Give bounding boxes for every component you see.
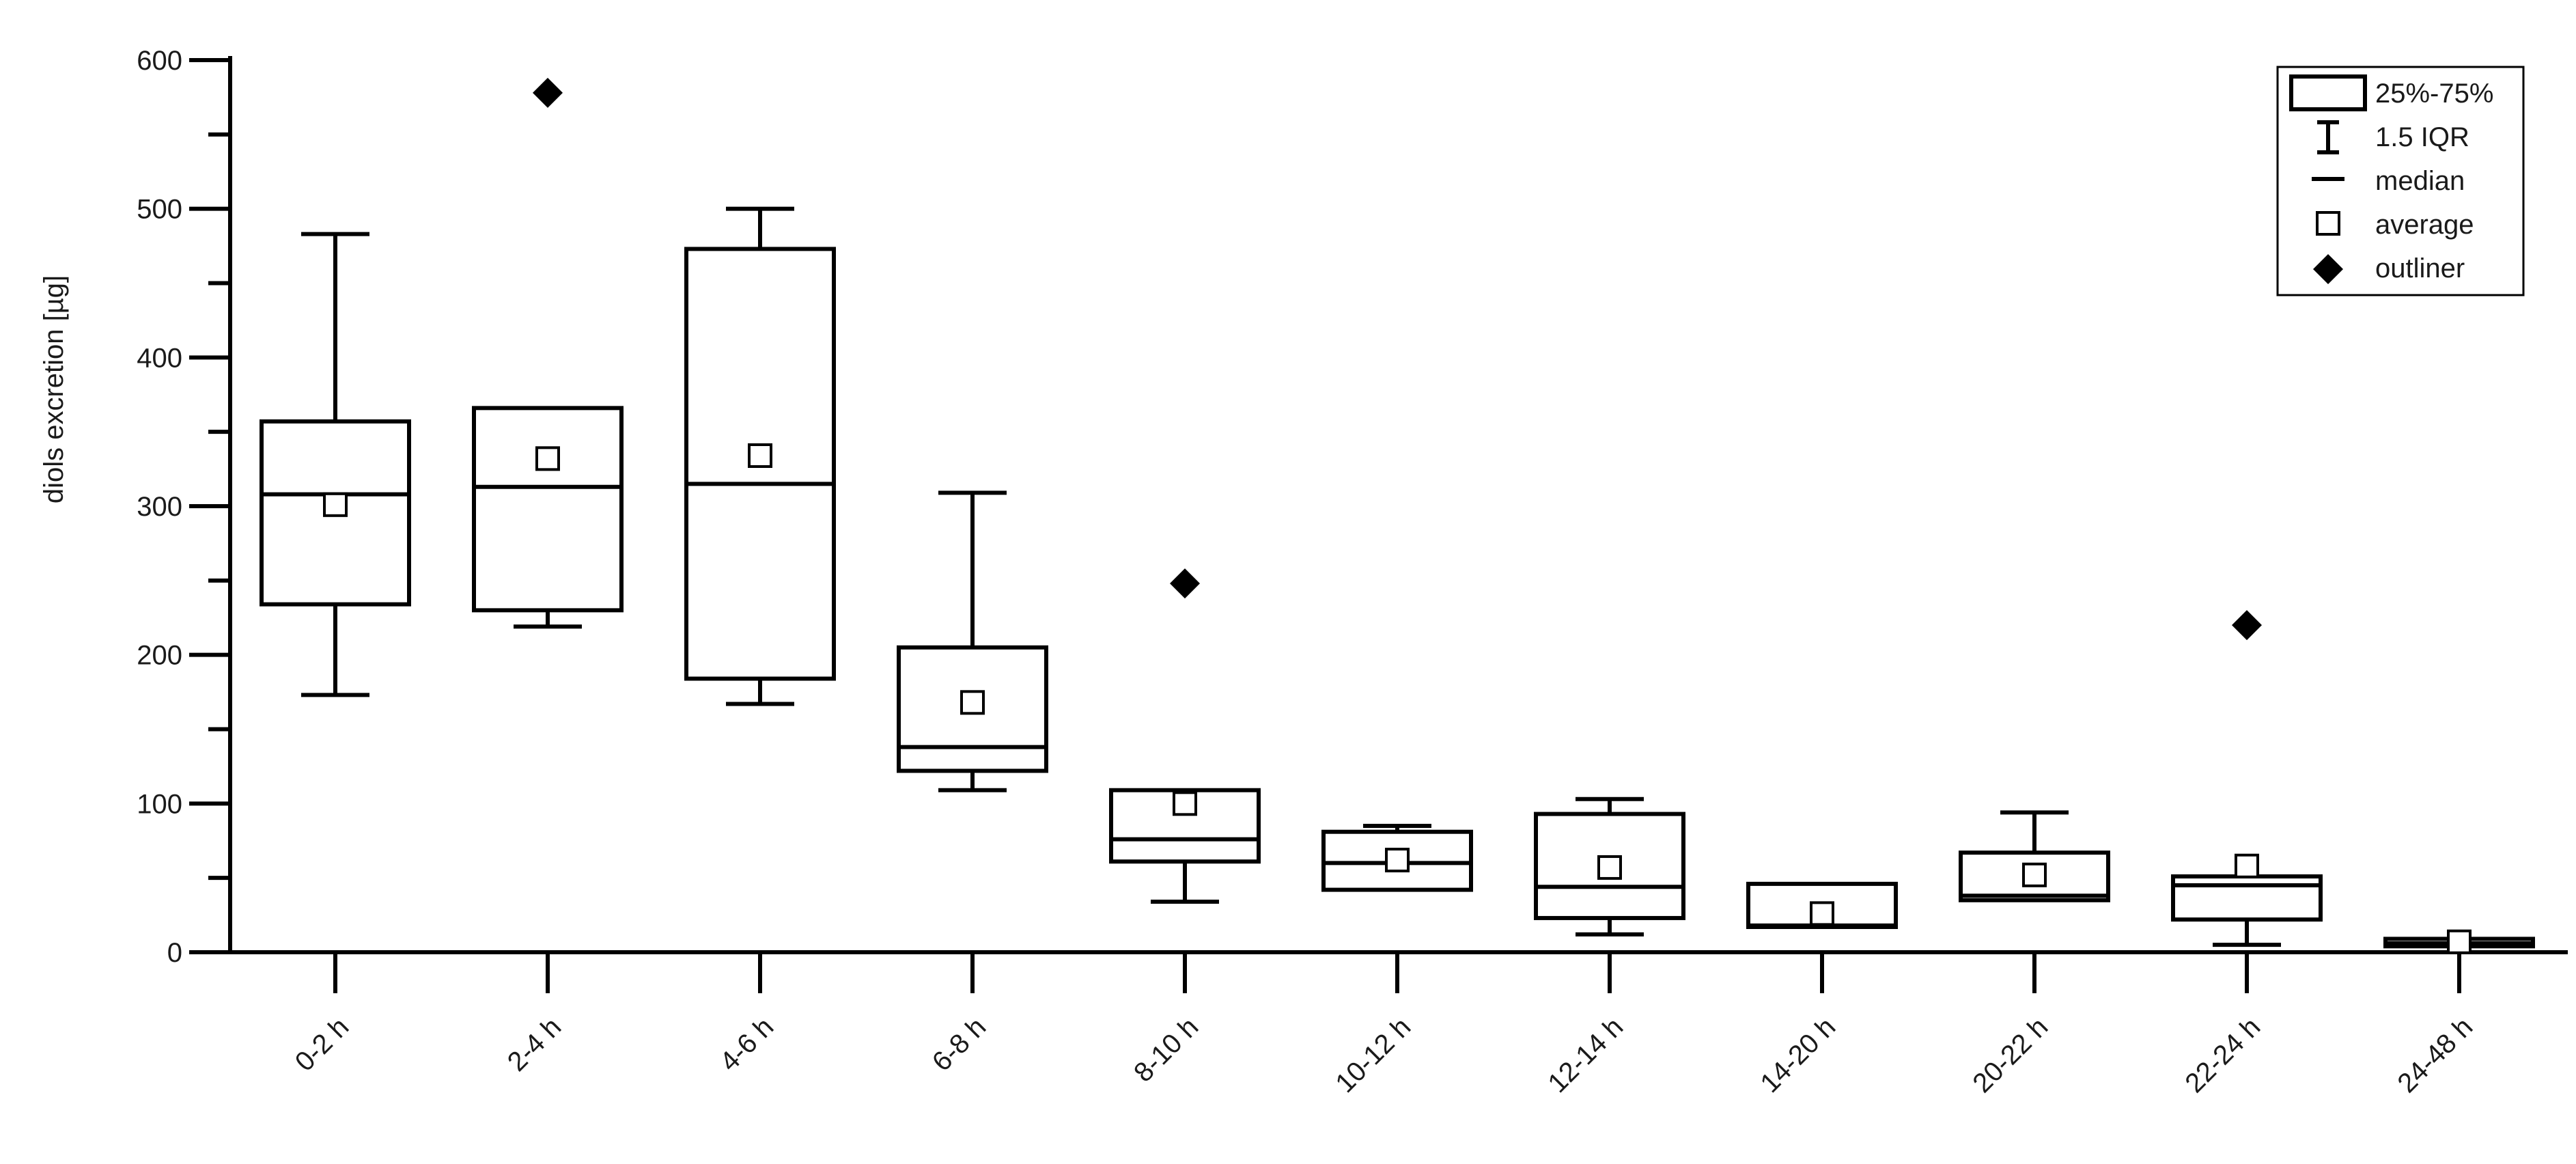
y-axis: 0 100 200 300 400 500 600 <box>137 46 232 968</box>
mean-marker <box>2235 853 2259 878</box>
box-item <box>1534 796 1685 937</box>
iqr-box <box>1534 812 1685 920</box>
box-item <box>1109 568 1261 904</box>
y-tick-label: 0 <box>167 938 182 968</box>
x-axis: 0-2 h 2-4 h 4-6 h 6-8 h 8-10 h 10-12 h 12-14 h… <box>228 950 2568 1098</box>
outlier-marker <box>533 77 563 108</box>
legend: 25%-75% 1.5 IQR median average outliner <box>2276 66 2525 296</box>
mean-marker <box>323 492 348 517</box>
x-tick-label: 10-12 h <box>1330 1012 1416 1098</box>
x-tick-label: 2-4 h <box>502 1012 568 1077</box>
y-axis-title: diols excretion [µg] <box>39 275 69 503</box>
x-tick-label: 24-48 h <box>2392 1012 2478 1098</box>
box-item <box>472 77 624 629</box>
mean-marker <box>748 443 772 468</box>
mean-marker <box>1385 848 1410 873</box>
legend-label-whisker: 1.5 IQR <box>2375 122 2469 152</box>
outlier-marker <box>2232 610 2262 641</box>
legend-box-swatch <box>2289 74 2367 111</box>
box-item <box>1959 810 2110 902</box>
iqr-box <box>2171 874 2323 922</box>
y-tick-label: 200 <box>137 641 182 671</box>
x-tick-label: 0-2 h <box>290 1012 355 1077</box>
mean-marker <box>1173 791 1197 816</box>
mean-marker <box>2447 929 2472 954</box>
box-item <box>1746 881 1898 929</box>
iqr-box <box>1321 829 1473 892</box>
y-tick-label: 600 <box>137 46 182 76</box>
legend-whisker-swatch <box>2317 120 2339 154</box>
iqr-box <box>260 419 411 607</box>
x-tick-label: 12-14 h <box>1542 1012 1629 1098</box>
iqr-box <box>684 247 836 681</box>
mean-marker <box>1810 901 1834 926</box>
x-tick-label: 8-10 h <box>1128 1012 1204 1087</box>
box-item <box>260 232 411 697</box>
mean-marker <box>535 446 560 471</box>
box-item <box>2383 929 2535 954</box>
iqr-box <box>897 645 1048 773</box>
legend-label-box: 25%-75% <box>2375 79 2493 109</box>
x-tick-label: 22-24 h <box>2179 1012 2266 1098</box>
box-item <box>1321 823 1473 892</box>
iqr-box <box>472 406 624 613</box>
legend-mean-swatch <box>2316 211 2340 236</box>
mean-marker <box>1597 855 1622 880</box>
iqr-box <box>1109 788 1261 864</box>
legend-label-outlier: outliner <box>2375 253 2465 283</box>
x-tick-label: 14-20 h <box>1754 1012 1841 1098</box>
legend-label-mean: average <box>2375 210 2474 240</box>
x-tick-label: 4-6 h <box>714 1012 780 1077</box>
box-item <box>2171 610 2323 947</box>
y-tick-label: 500 <box>137 195 182 225</box>
box-item <box>684 206 836 706</box>
y-tick-label: 400 <box>137 343 182 373</box>
x-tick-label: 20-22 h <box>1967 1012 2054 1098</box>
outlier-marker <box>1170 568 1200 599</box>
legend-outlier-swatch <box>2313 254 2343 284</box>
x-tick-label: 6-8 h <box>927 1012 992 1077</box>
legend-label-median: median <box>2375 166 2465 196</box>
mean-marker <box>960 690 985 715</box>
iqr-box <box>1959 850 2110 902</box>
box-series <box>260 77 2535 954</box>
mean-marker <box>2022 862 2047 887</box>
box-item <box>897 490 1048 792</box>
y-tick-label: 300 <box>137 492 182 522</box>
y-tick-label: 100 <box>137 789 182 819</box>
